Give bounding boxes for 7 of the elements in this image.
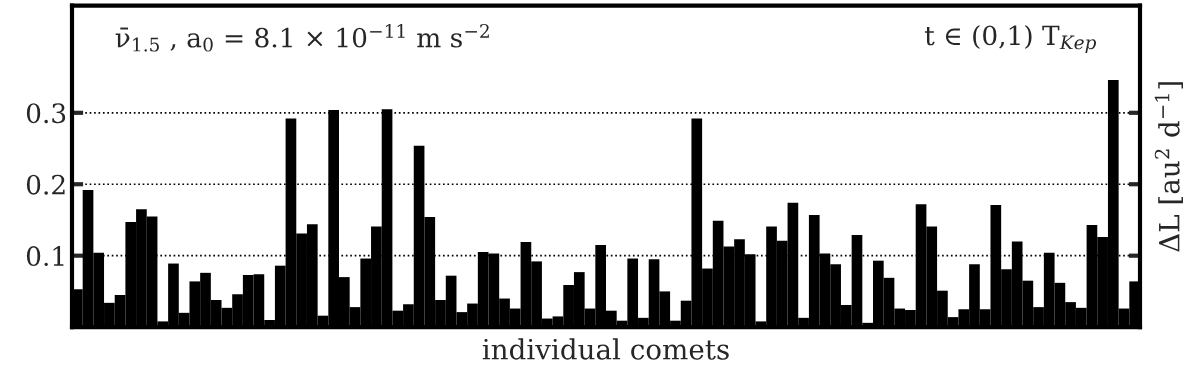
y-axis-title: ΔL [au$^{2}$ d$^{−1}$] [1154,82,1183,252]
y-tick-label: 0.3 [26,103,66,124]
annotation: t ∈ (0,1) T$_{Kep}$ [924,24,1096,53]
annotation: ν̄$_{1.5}$ , a$_{0}$ = 8.1 × 10$^{−11}$ m s$^{−2}$ [115,23,489,52]
y-tick-label: 0.2 [26,174,65,195]
x-axis-title: individual comets [482,338,729,360]
y-tick-label: 0.1 [26,246,64,267]
